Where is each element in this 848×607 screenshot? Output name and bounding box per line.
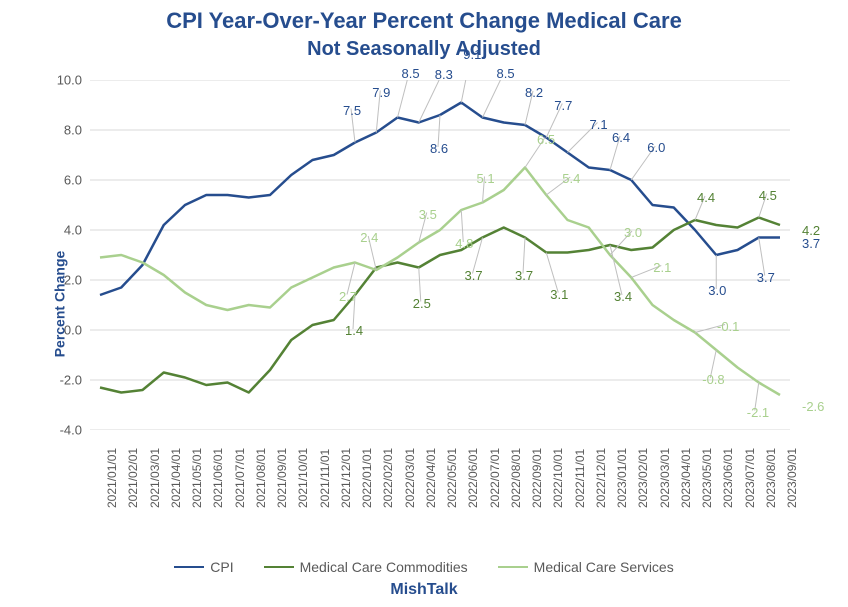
data-label: 7.7 — [554, 98, 572, 113]
x-tick-label: 2022/03/01 — [403, 448, 417, 508]
data-label: 2.5 — [413, 296, 431, 311]
x-tick-label: 2021/08/01 — [254, 448, 268, 508]
data-label: 8.2 — [525, 85, 543, 100]
data-label: -0.8 — [702, 372, 724, 387]
x-tick-label: 2021/03/01 — [148, 448, 162, 508]
x-tick-label: 2022/02/01 — [381, 448, 395, 508]
data-label: 3.4 — [614, 289, 632, 304]
x-tick-label: 2023/07/01 — [743, 448, 757, 508]
chart-plot — [90, 80, 790, 430]
x-tick-label: 2022/07/01 — [488, 448, 502, 508]
data-label: 4.4 — [697, 190, 715, 205]
x-tick-label: 2021/04/01 — [169, 448, 183, 508]
series-line — [100, 103, 780, 296]
x-tick-label: 2023/09/01 — [785, 448, 799, 508]
x-tick-label: 2021/07/01 — [233, 448, 247, 508]
x-tick-label: 2021/10/01 — [296, 448, 310, 508]
x-tick-label: 2023/01/01 — [615, 448, 629, 508]
x-tick-label: 2023/02/01 — [636, 448, 650, 508]
data-label: 8.5 — [497, 66, 515, 81]
x-tick-label: 2022/11/01 — [573, 449, 587, 508]
x-tick-label: 2022/06/01 — [466, 448, 480, 508]
data-label: 2.7 — [339, 289, 357, 304]
source-label: MishTalk — [0, 581, 848, 599]
legend-item-services: Medical Care Services — [498, 559, 674, 575]
data-label: 2.4 — [360, 230, 378, 245]
series-line — [100, 218, 780, 393]
data-label: 4.2 — [802, 223, 820, 238]
legend: CPI Medical Care Commodities Medical Car… — [0, 559, 848, 575]
x-tick-label: 2023/05/01 — [700, 448, 714, 508]
x-tick-label: 2022/05/01 — [445, 448, 459, 508]
data-label: 6.0 — [647, 140, 665, 155]
x-tick-label: 2022/08/01 — [509, 448, 523, 508]
data-label: 3.7 — [757, 270, 775, 285]
data-label: 8.5 — [402, 66, 420, 81]
x-tick-label: 2021/01/01 — [105, 448, 119, 508]
data-label: 2.1 — [653, 260, 671, 275]
data-label: 3.7 — [515, 268, 533, 283]
legend-label: Medical Care Services — [534, 559, 674, 575]
y-tick-label: -4.0 — [42, 423, 82, 438]
x-tick-label: 2022/04/01 — [424, 448, 438, 508]
y-tick-label: 4.0 — [42, 223, 82, 238]
data-label: 1.4 — [345, 323, 363, 338]
y-tick-label: 10.0 — [42, 73, 82, 88]
data-label: 6.5 — [537, 132, 555, 147]
legend-label: CPI — [210, 559, 233, 575]
legend-swatch — [264, 566, 294, 568]
data-label: 5.1 — [477, 171, 495, 186]
data-label: 8.3 — [435, 67, 453, 82]
x-tick-label: 2021/06/01 — [211, 448, 225, 508]
legend-item-commodities: Medical Care Commodities — [264, 559, 468, 575]
legend-swatch — [174, 566, 204, 568]
data-label: 7.5 — [343, 103, 361, 118]
data-label: 3.5 — [419, 207, 437, 222]
data-label: 3.0 — [624, 225, 642, 240]
x-tick-label: 2023/04/01 — [679, 448, 693, 508]
x-tick-label: 2022/09/01 — [530, 448, 544, 508]
x-tick-label: 2023/06/01 — [721, 448, 735, 508]
data-label: -0.1 — [717, 319, 739, 334]
data-label: 9.1 — [463, 47, 481, 62]
data-label: -2.1 — [747, 405, 769, 420]
x-tick-label: 2021/12/01 — [339, 448, 353, 508]
x-tick-label: 2021/11/01 — [318, 449, 332, 508]
y-tick-label: 6.0 — [42, 173, 82, 188]
data-label: 3.0 — [708, 283, 726, 298]
y-axis-title: Percent Change — [51, 250, 67, 357]
chart-container: CPI Year-Over-Year Percent Change Medica… — [0, 0, 848, 607]
data-label: -2.6 — [802, 399, 824, 414]
chart-subtitle: Not Seasonally Adjusted — [0, 38, 848, 61]
chart-title: CPI Year-Over-Year Percent Change Medica… — [0, 8, 848, 34]
y-tick-label: 8.0 — [42, 123, 82, 138]
data-label: 7.1 — [590, 117, 608, 132]
x-tick-label: 2022/12/01 — [594, 448, 608, 508]
legend-label: Medical Care Commodities — [300, 559, 468, 575]
data-label: 4.5 — [759, 188, 777, 203]
x-tick-label: 2021/02/01 — [126, 448, 140, 508]
data-label: 7.9 — [372, 85, 390, 100]
legend-item-cpi: CPI — [174, 559, 233, 575]
data-label: 8.6 — [430, 141, 448, 156]
x-tick-label: 2021/09/01 — [275, 448, 289, 508]
y-tick-label: 2.0 — [42, 273, 82, 288]
data-label: 6.4 — [612, 130, 630, 145]
data-label: 3.7 — [465, 268, 483, 283]
data-label: 3.1 — [550, 287, 568, 302]
y-tick-label: 0.0 — [42, 323, 82, 338]
x-tick-label: 2023/03/01 — [658, 448, 672, 508]
x-tick-label: 2023/08/01 — [764, 448, 778, 508]
x-tick-label: 2022/10/01 — [551, 448, 565, 508]
x-tick-label: 2021/05/01 — [190, 448, 204, 508]
legend-swatch — [498, 566, 528, 568]
series-line — [100, 168, 780, 396]
data-label: 4.8 — [455, 236, 473, 251]
y-tick-label: -2.0 — [42, 373, 82, 388]
data-label: 5.4 — [562, 171, 580, 186]
x-tick-label: 2022/01/01 — [360, 448, 374, 508]
